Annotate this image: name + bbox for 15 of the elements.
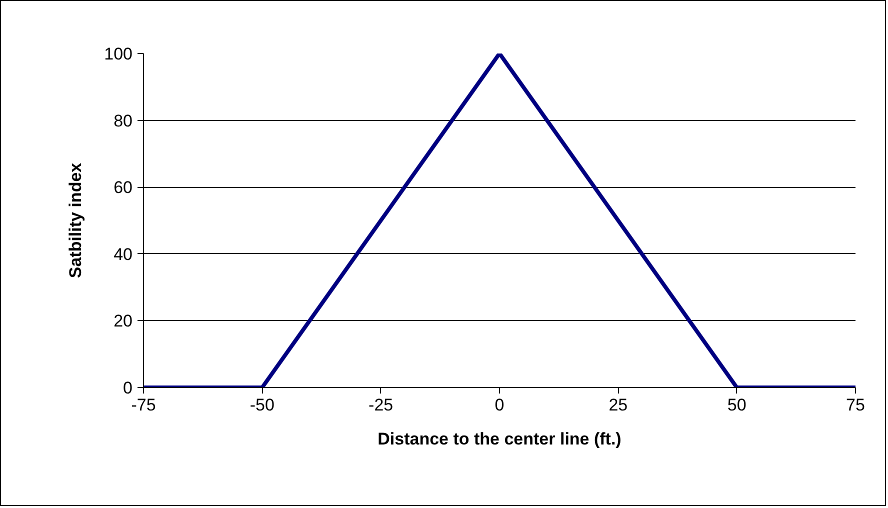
y-tick-label: 40: [114, 244, 133, 264]
x-tick-label: -75: [131, 396, 156, 414]
x-tick-label: 50: [727, 396, 746, 414]
x-axis-title: Distance to the center line (ft.): [378, 430, 622, 448]
x-tick-label: -50: [250, 396, 274, 414]
y-axis-title: Satbility index: [66, 162, 86, 278]
y-tick-label: 100: [104, 44, 133, 64]
y-tick-label: 60: [114, 178, 133, 198]
x-tick-label: 0: [494, 396, 504, 414]
x-tick-label: 25: [608, 396, 628, 414]
y-tick-label: 0: [123, 378, 133, 398]
y-tick-label: 20: [114, 312, 133, 331]
x-tick-label: 75: [846, 396, 865, 414]
x-tick-label: -25: [368, 396, 394, 414]
y-tick-label: 80: [114, 111, 133, 130]
